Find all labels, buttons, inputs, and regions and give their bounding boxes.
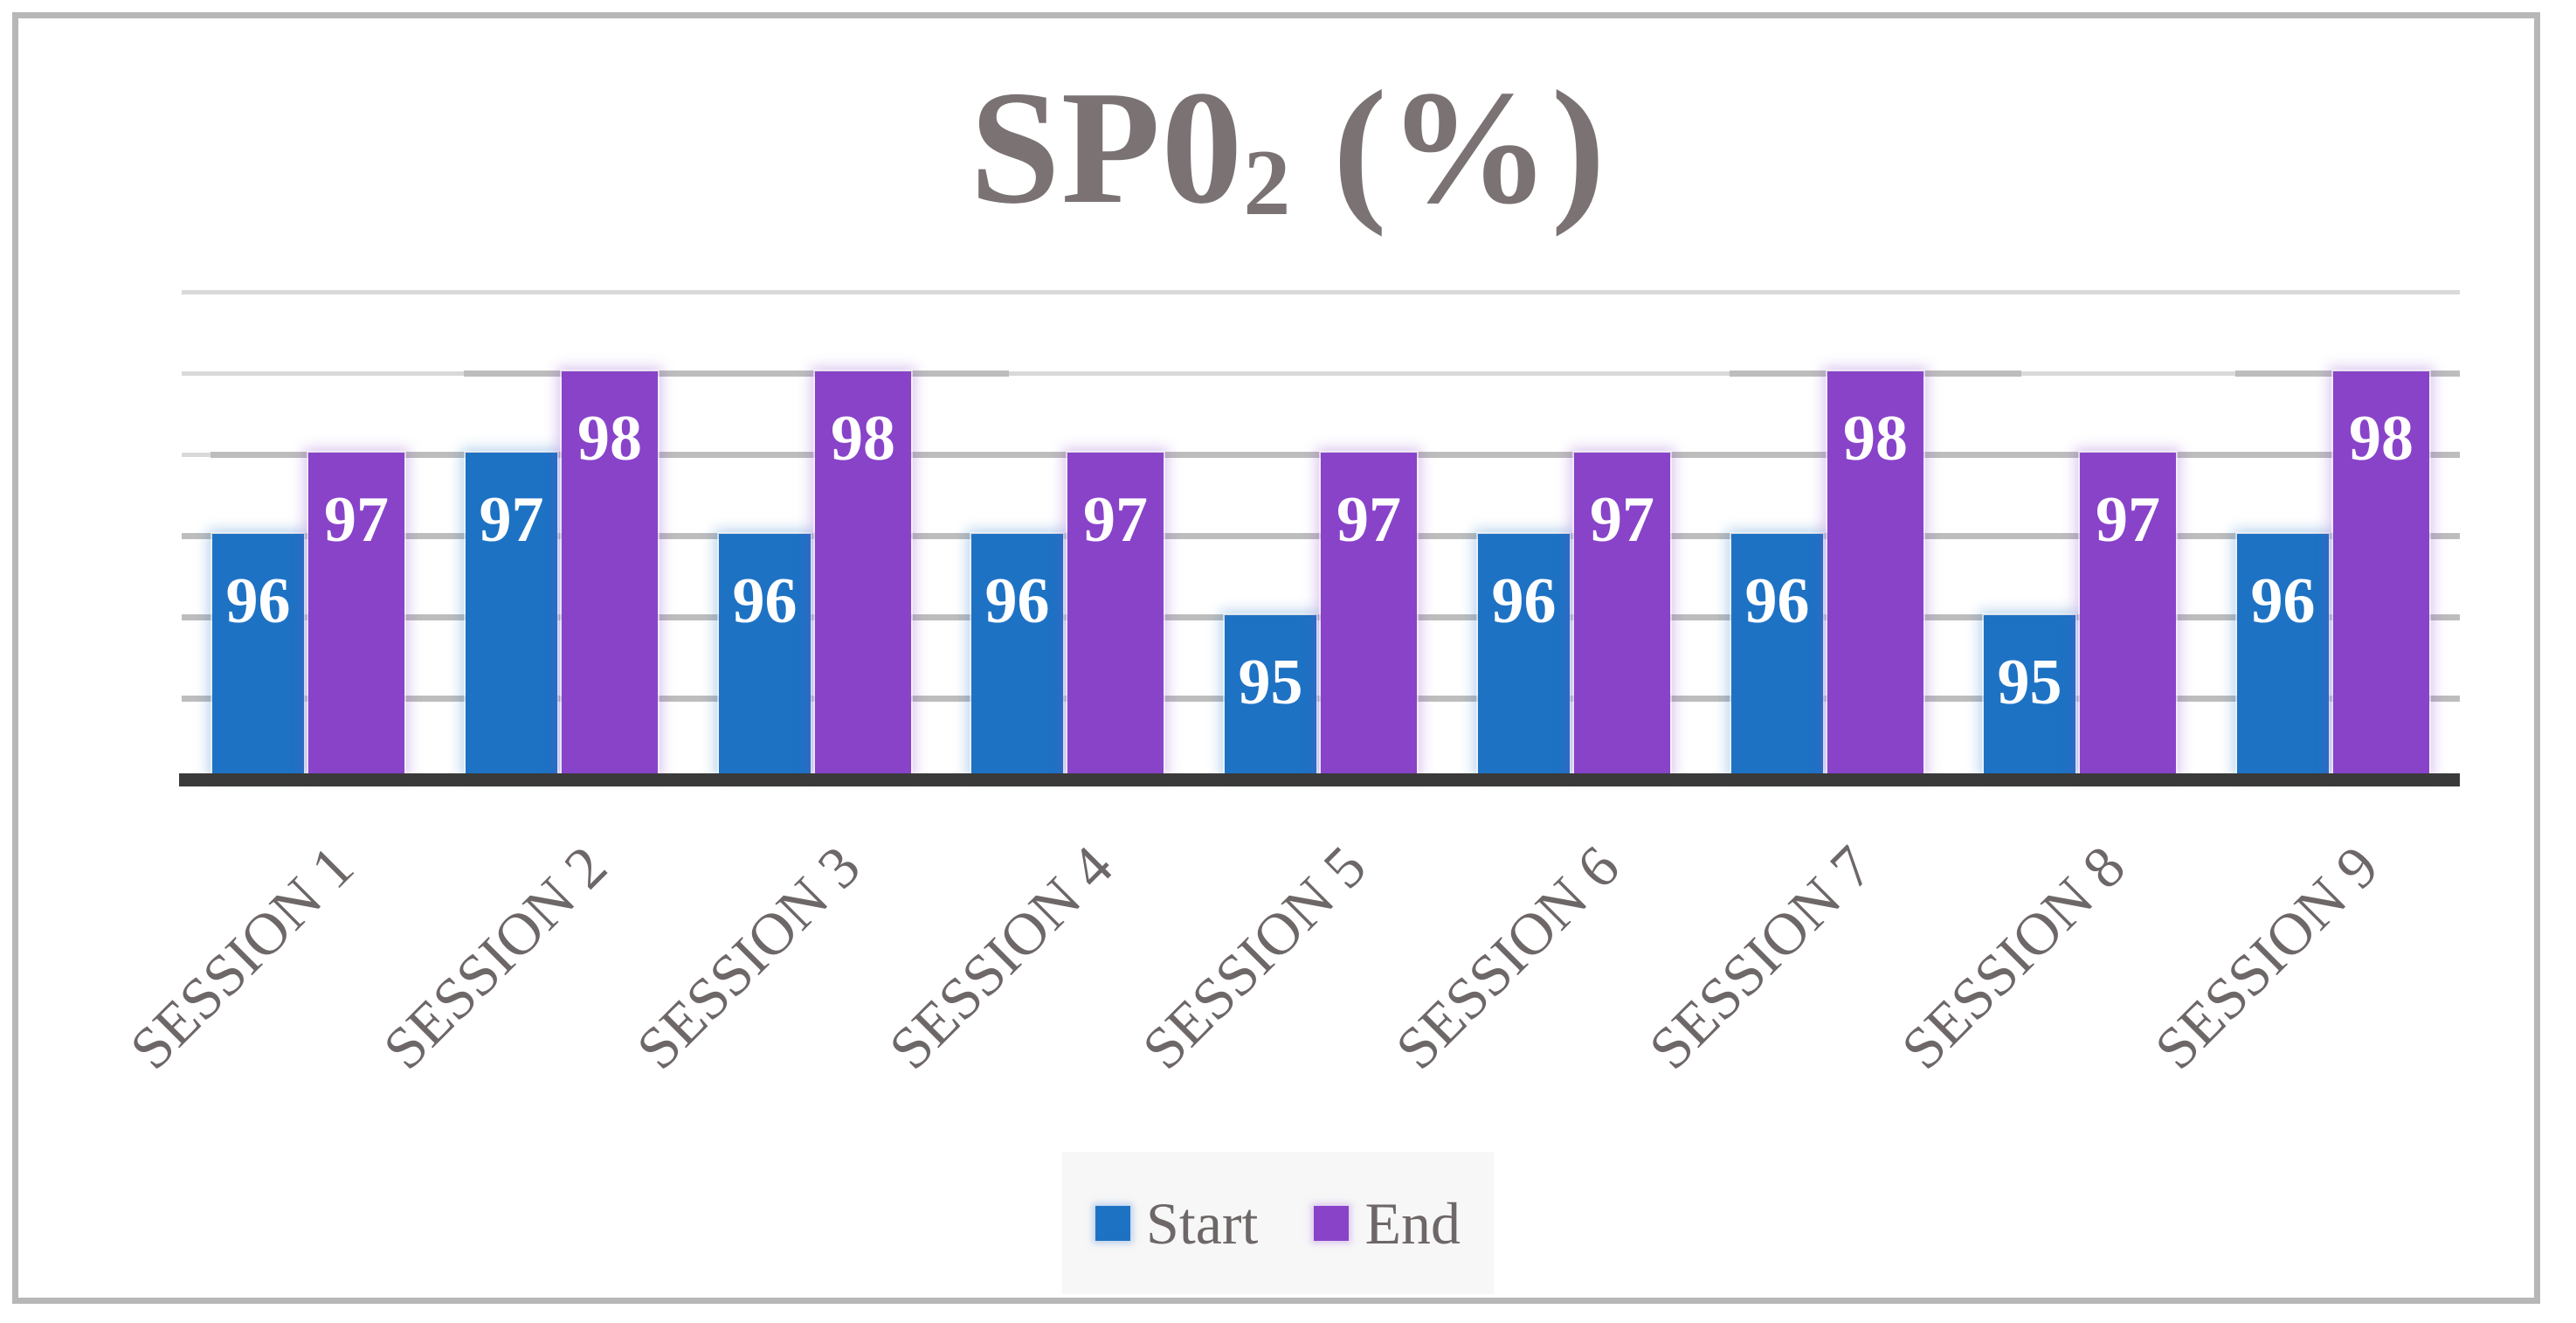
bar-end-session-3 — [815, 371, 911, 774]
bar-end-session-6 — [1574, 453, 1670, 774]
bar-start-session-4 — [971, 534, 1063, 774]
data-label-end-session-1: 97 — [324, 484, 389, 556]
data-label-start-session-7: 96 — [1744, 565, 1810, 637]
bar-start-session-8 — [1984, 615, 2075, 774]
chart-title-suffix: (%) — [1291, 58, 1606, 238]
chart-title: SP02 (%) — [0, 66, 2576, 231]
bar-end-session-8 — [2080, 453, 2176, 774]
data-label-start-session-3: 96 — [732, 565, 798, 637]
bar-end-session-7 — [1827, 371, 1923, 774]
legend-label-start: Start — [1146, 1189, 1259, 1257]
legend-swatch-start — [1095, 1205, 1130, 1241]
bar-end-session-5 — [1321, 453, 1417, 774]
figure-border-frame — [12, 12, 2540, 1304]
data-label-end-session-3: 98 — [831, 403, 895, 474]
bar-start-session-9 — [2237, 534, 2329, 774]
data-label-end-session-6: 97 — [1590, 484, 1654, 556]
data-label-start-session-5: 95 — [1238, 647, 1303, 718]
x-axis-line — [179, 773, 2460, 786]
data-label-end-session-4: 97 — [1083, 484, 1148, 556]
chart-title-subscript: 2 — [1243, 131, 1292, 236]
data-label-end-session-2: 98 — [577, 403, 642, 474]
bar-start-session-3 — [719, 534, 811, 774]
legend: Start End — [1062, 1152, 1494, 1294]
data-label-end-session-8: 97 — [2096, 484, 2160, 556]
bar-end-session-2 — [562, 371, 658, 774]
data-label-start-session-4: 96 — [984, 565, 1050, 637]
data-label-start-session-9: 96 — [2250, 565, 2316, 637]
bar-start-session-2 — [466, 453, 557, 774]
data-label-end-session-9: 98 — [2349, 403, 2414, 474]
bar-end-session-4 — [1067, 453, 1164, 774]
data-label-end-session-5: 97 — [1336, 484, 1401, 556]
legend-label-end: End — [1364, 1189, 1461, 1257]
data-label-start-session-2: 97 — [479, 484, 544, 556]
bar-start-session-5 — [1225, 615, 1316, 774]
gridline-98 — [182, 371, 2460, 376]
bar-start-session-1 — [212, 534, 304, 774]
data-label-start-session-1: 96 — [225, 565, 291, 637]
bar-start-session-6 — [1478, 534, 1570, 774]
bar-end-session-9 — [2333, 371, 2429, 774]
bar-start-session-7 — [1731, 534, 1823, 774]
gridline-99 — [182, 290, 2460, 294]
chart-title-main: SP0 — [970, 58, 1244, 238]
data-label-end-session-7: 98 — [1843, 403, 1908, 474]
data-label-start-session-6: 96 — [1491, 565, 1557, 637]
legend-swatch-end — [1314, 1205, 1350, 1241]
data-label-start-session-8: 95 — [1997, 647, 2062, 718]
bar-end-session-1 — [308, 453, 404, 774]
